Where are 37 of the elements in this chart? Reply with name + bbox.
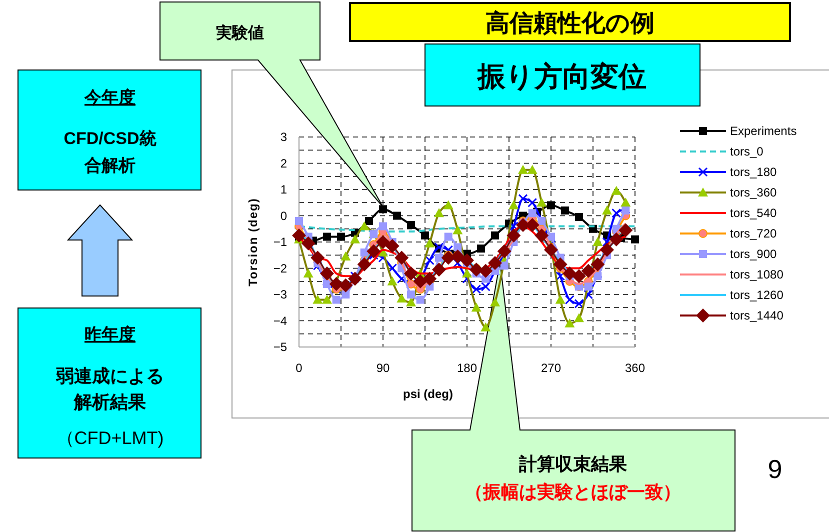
text: （振幅は実験とほぼ一致） [465,482,681,502]
text: 昨年度 [84,325,136,344]
x-tick-label: 270 [540,361,562,375]
y-tick-label: −3 [273,288,288,302]
x-axis-title: psi (deg) [403,387,453,401]
y-tick-label: 3 [280,130,288,144]
legend-label: tors_180 [730,165,778,179]
legend-label: tors_540 [730,206,778,220]
y-tick-label: 1 [280,182,288,196]
text: 計算収束結果 [518,454,628,474]
y-axis-title: Torsion (deg) [246,198,260,286]
legend-label: tors_720 [730,226,778,240]
text: 実験値 [215,23,264,42]
x-tick-label: 0 [296,361,303,375]
text: （CFD+LMT) [56,428,164,448]
legend-label: tors_360 [730,186,778,200]
y-tick-label: 0 [280,208,288,223]
x-tick-label: 180 [456,361,478,375]
chart-title: 振り方向変位 [476,61,646,92]
y-tick-label: −4 [273,314,288,328]
text: 9 [768,454,782,484]
y-tick-label: −1 [273,235,288,249]
legend-label: tors_900 [730,247,778,261]
y-tick-label: −2 [273,261,288,276]
x-tick-label: 360 [624,361,646,375]
legend-label: tors_1080 [730,268,784,282]
legend-label: tors_1440 [730,308,784,322]
legend-label: tors_1260 [730,288,784,302]
text: CFD/CSD統合解析 [64,129,156,175]
y-tick-label: 2 [280,156,288,170]
legend-label: tors_0 [730,144,764,158]
text: 高信頼性化の例 [486,9,654,37]
text: 弱連成による解析結果 [55,366,164,412]
text: 今年度 [84,88,136,107]
x-tick-label: 90 [376,361,390,375]
y-tick-label: −5 [273,340,288,354]
legend-label: Experiments [730,124,797,138]
